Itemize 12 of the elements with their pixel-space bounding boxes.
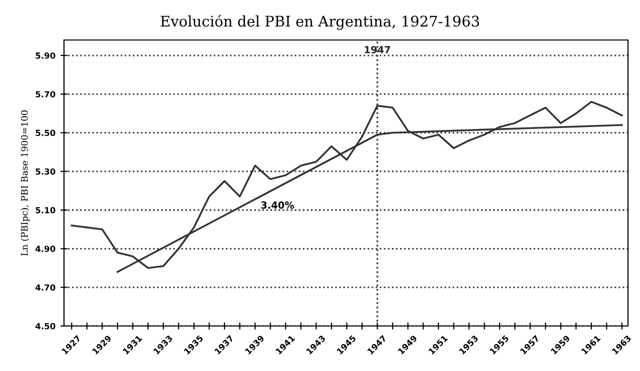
y-tick-label: 5.30 (36, 168, 56, 175)
y-tick-label: 5.90 (36, 52, 56, 59)
y-tick-label: 5.10 (36, 207, 56, 214)
chart-title: Evolución del PBI en Argentina, 1927-1963 (160, 14, 479, 30)
y-tick-label: 5.70 (36, 91, 56, 98)
y-tick-label: 4.70 (35, 284, 56, 291)
y-tick-label: 4.90 (35, 246, 56, 252)
y-tick-label: 5.50 (36, 130, 56, 136)
ref-line-label: 1947 (364, 46, 390, 54)
annotation: 3.40% (261, 201, 294, 209)
y-axis-title: Ln (PBIpc), PBI Base 1900=100 (20, 110, 30, 256)
y-tick-label: 4.50 (35, 322, 56, 330)
